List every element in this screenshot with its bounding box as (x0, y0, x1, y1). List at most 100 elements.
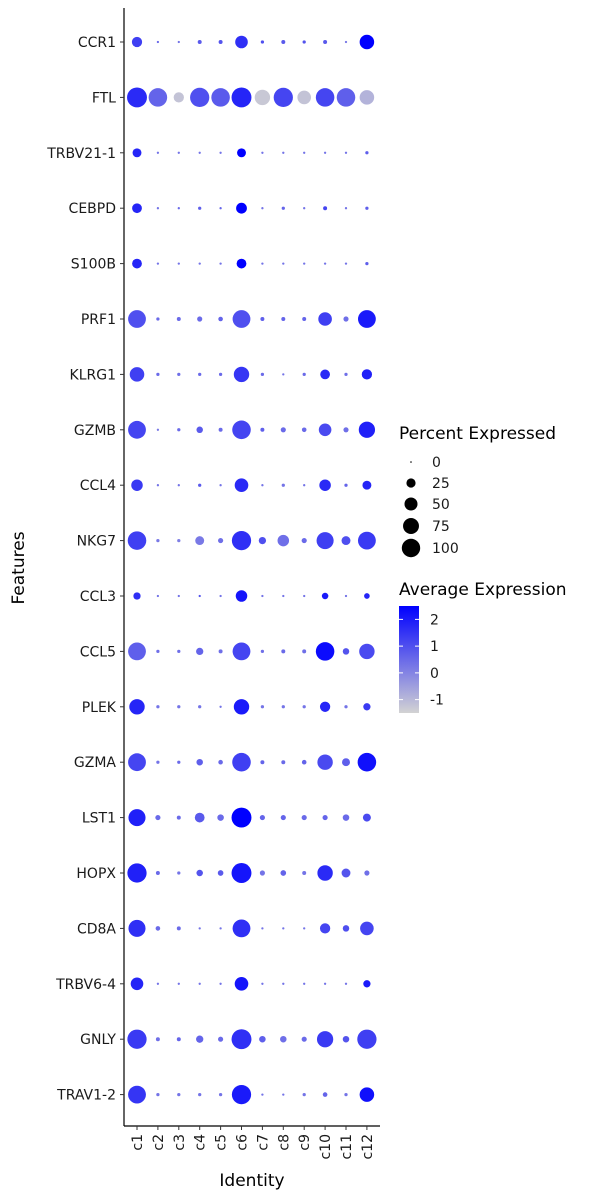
dot (218, 427, 223, 432)
dot (219, 207, 222, 210)
dot (302, 871, 307, 875)
dot (196, 426, 203, 434)
dot (235, 35, 248, 49)
dot (273, 87, 293, 108)
dot (341, 536, 351, 546)
dot (315, 88, 335, 107)
dot (260, 40, 265, 44)
y-tick-label: CCL4 (80, 478, 116, 494)
color-legend-bar (399, 606, 419, 713)
dot (155, 1037, 160, 1042)
dot (127, 863, 147, 883)
dot (302, 705, 306, 709)
x-tick-label: c7 (255, 1134, 271, 1151)
dot (198, 1092, 202, 1097)
y-axis-title: Features (9, 531, 29, 604)
dot (196, 647, 204, 656)
color-legend-label: 2 (430, 612, 439, 628)
dot (281, 649, 286, 654)
dot (132, 258, 142, 269)
dot (236, 258, 247, 269)
dot (218, 316, 223, 322)
size-legend-label: 100 (432, 541, 459, 557)
dot (319, 479, 331, 491)
dot (321, 592, 329, 600)
dot (219, 705, 222, 708)
size-legend-label: 0 (432, 455, 441, 471)
dot (156, 207, 160, 210)
dot (128, 420, 146, 439)
dot (155, 871, 160, 875)
dot (303, 927, 306, 930)
dot (197, 40, 202, 44)
size-legend-key (401, 538, 421, 558)
dot (156, 705, 160, 709)
y-tick-label: TRBV21-1 (46, 146, 116, 162)
dot (359, 34, 375, 50)
dot (219, 151, 222, 154)
dot (218, 372, 223, 377)
dot (323, 40, 328, 44)
dot (282, 594, 285, 598)
color-legend-title: Average Expression (399, 580, 567, 600)
dot (218, 759, 223, 765)
dot (282, 982, 285, 985)
dot (236, 202, 247, 214)
dot (260, 427, 265, 432)
dot (358, 421, 376, 438)
dot (261, 982, 264, 985)
dot (280, 815, 286, 821)
dot (177, 649, 181, 654)
dot (156, 538, 160, 543)
y-tick-label: KLRG1 (70, 367, 116, 383)
dot (129, 367, 145, 382)
dot (301, 759, 307, 765)
size-legend-key (403, 518, 419, 534)
dot (217, 814, 224, 821)
color-legend: Average Expression 2 1 0 -1 (399, 580, 567, 713)
dot (176, 926, 181, 931)
dot (176, 1037, 181, 1042)
x-tick-label: c5 (214, 1134, 230, 1151)
color-legend-label: -1 (430, 693, 444, 709)
dot (318, 423, 332, 437)
dot (194, 812, 205, 823)
dot (177, 262, 180, 265)
dot (344, 594, 348, 598)
y-tick-label: NKG7 (77, 534, 116, 550)
dot (303, 207, 306, 210)
dot (156, 40, 160, 44)
dot (198, 262, 201, 265)
dot (344, 207, 348, 210)
dot (232, 310, 251, 328)
y-tick-label: CD8A (77, 921, 116, 937)
dot (177, 538, 181, 543)
dot (315, 642, 335, 661)
size-legend-key (404, 497, 418, 511)
dot (127, 87, 147, 108)
dot (155, 926, 161, 931)
dots-layer (127, 34, 377, 1105)
dot (231, 530, 252, 551)
dot (197, 316, 203, 322)
dot (342, 814, 350, 821)
dot (177, 151, 180, 154)
dot (196, 869, 203, 877)
dot (281, 317, 286, 321)
dot (196, 1035, 204, 1043)
y-tick-label: CCL3 (80, 589, 116, 605)
dot (261, 1093, 264, 1096)
dot (237, 148, 246, 158)
dot (128, 642, 146, 661)
size-legend-key (410, 461, 412, 463)
dot (156, 594, 160, 598)
dot (344, 982, 348, 985)
dot (177, 372, 181, 377)
dot (156, 428, 160, 431)
y-tick-label: LST1 (82, 811, 116, 827)
dot (127, 531, 147, 550)
size-legend-key (406, 478, 416, 488)
dot (128, 809, 146, 827)
dot (156, 317, 160, 321)
dot (323, 982, 327, 985)
